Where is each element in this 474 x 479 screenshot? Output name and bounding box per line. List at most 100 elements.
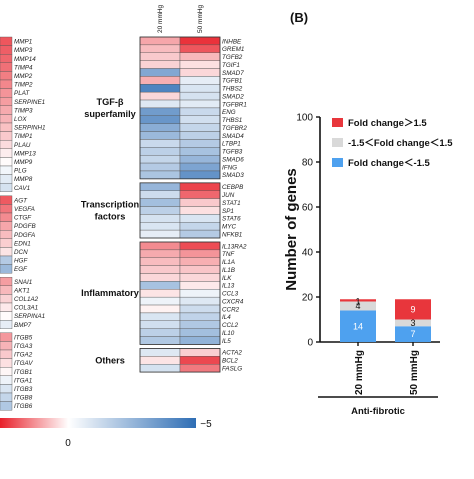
heat-cell	[139, 44, 181, 53]
heat-cell	[179, 241, 221, 251]
gene-label: TIMP4	[14, 64, 33, 71]
group-border	[139, 348, 221, 373]
bar-value-label: 14	[353, 321, 363, 331]
gene-label: ITGB3	[14, 386, 33, 393]
heat-cell	[0, 247, 13, 257]
gene-label: VEGFA	[14, 206, 35, 213]
heat-cell	[179, 296, 221, 306]
gene-label: SERPINH1	[14, 125, 46, 132]
gene-label: IL10	[222, 330, 235, 337]
gene-label: IL4	[222, 314, 231, 321]
gene-label: BMP7	[14, 322, 32, 329]
heat-cell	[179, 52, 221, 61]
heat-cell	[0, 131, 13, 141]
gene-label: SMAD7	[222, 70, 244, 77]
heat-cell	[139, 289, 181, 298]
gene-label: JUN	[221, 192, 235, 199]
gene-label: SP1	[222, 208, 234, 215]
bar-value-label: 3	[410, 318, 415, 328]
heat-cell	[179, 190, 221, 199]
heat-cell	[0, 195, 13, 205]
heat-cell	[139, 241, 181, 251]
heat-cell	[179, 107, 221, 116]
heat-cell	[179, 336, 221, 345]
heat-cell	[179, 99, 221, 109]
gene-label: TIMP2	[14, 82, 33, 89]
gene-label: TGFBR2	[222, 125, 247, 132]
heat-cell	[0, 148, 13, 158]
heat-cell	[0, 105, 13, 115]
heat-cell	[0, 358, 13, 368]
heat-cell	[139, 107, 181, 116]
heat-cell	[139, 170, 181, 180]
heat-cell	[179, 273, 221, 282]
heat-cell	[179, 91, 221, 101]
category-label-line: factors	[95, 211, 126, 221]
gene-label: GREM1	[222, 46, 244, 53]
heat-cell	[139, 99, 181, 109]
bar-value-label: 1	[355, 296, 360, 306]
gene-label: ITGA1	[14, 377, 32, 384]
heat-cell	[179, 356, 221, 365]
heat-cell	[139, 281, 181, 290]
heat-cell	[139, 336, 181, 345]
heat-cell	[179, 249, 221, 258]
heat-cell	[0, 212, 13, 222]
heat-cell	[139, 182, 181, 191]
gene-label: PLAU	[14, 142, 31, 149]
heat-cell	[0, 165, 13, 175]
gene-label: THBS2	[222, 86, 243, 93]
heat-cell	[139, 249, 181, 258]
heat-cell	[0, 238, 13, 248]
gene-label: MMP14	[14, 56, 36, 63]
bar-segment	[395, 299, 431, 320]
bar-segment	[395, 319, 431, 327]
heat-cell	[0, 332, 13, 342]
heat-cell	[139, 364, 181, 373]
heat-cell	[0, 182, 13, 192]
heat-cell	[139, 229, 181, 239]
gene-label: EDN1	[14, 240, 31, 247]
heat-cell	[139, 139, 181, 148]
heat-cell	[179, 154, 221, 164]
bar-segment	[340, 310, 376, 342]
gene-label: MYC	[222, 224, 236, 231]
gene-label: TGFB1	[222, 78, 242, 85]
gene-label: MMP2	[14, 73, 33, 80]
gene-label: ENG	[222, 109, 236, 116]
stacked-bar-chart: (B) 0 20 40 60 80 100 Number of genes 14 41 20 mmH…	[283, 10, 453, 417]
heat-cell	[0, 139, 13, 149]
gene-label: IL13RA2	[222, 243, 247, 250]
heat-cell	[139, 206, 181, 215]
gene-label: ITGB6	[14, 403, 33, 410]
heat-cell	[0, 122, 13, 132]
heat-cell	[139, 222, 181, 231]
heat-cell	[0, 384, 13, 394]
bar-segment	[340, 299, 376, 302]
group-border	[139, 182, 221, 239]
heat-cell	[179, 60, 221, 69]
bar-value-label: 9	[410, 304, 415, 314]
gene-label: ITGB1	[14, 369, 32, 376]
heat-cell	[179, 222, 221, 231]
gene-label: PLAT	[14, 90, 30, 97]
colorbar-bar	[0, 418, 196, 428]
gene-label: IL5	[222, 338, 231, 345]
gene-label: TGIF1	[222, 62, 240, 69]
heat-cell	[0, 221, 13, 231]
heat-cell	[139, 115, 181, 124]
heat-cell	[139, 52, 181, 61]
heat-cell	[0, 375, 13, 385]
column-header: 50 mmHg	[197, 4, 204, 33]
gene-label: TIMP1	[14, 133, 33, 140]
gene-label: MMP13	[14, 150, 36, 157]
legend-label: Fold change＜-1.5	[348, 158, 431, 169]
gene-label: SERPINA1	[14, 313, 45, 320]
heat-cell	[0, 255, 13, 265]
heat-cell	[139, 257, 181, 266]
heat-cell	[179, 320, 221, 329]
heat-cell	[0, 302, 13, 312]
category-label-line: Transcription	[81, 199, 140, 209]
heat-cell	[139, 68, 181, 77]
gene-label: STAT1	[222, 200, 241, 207]
